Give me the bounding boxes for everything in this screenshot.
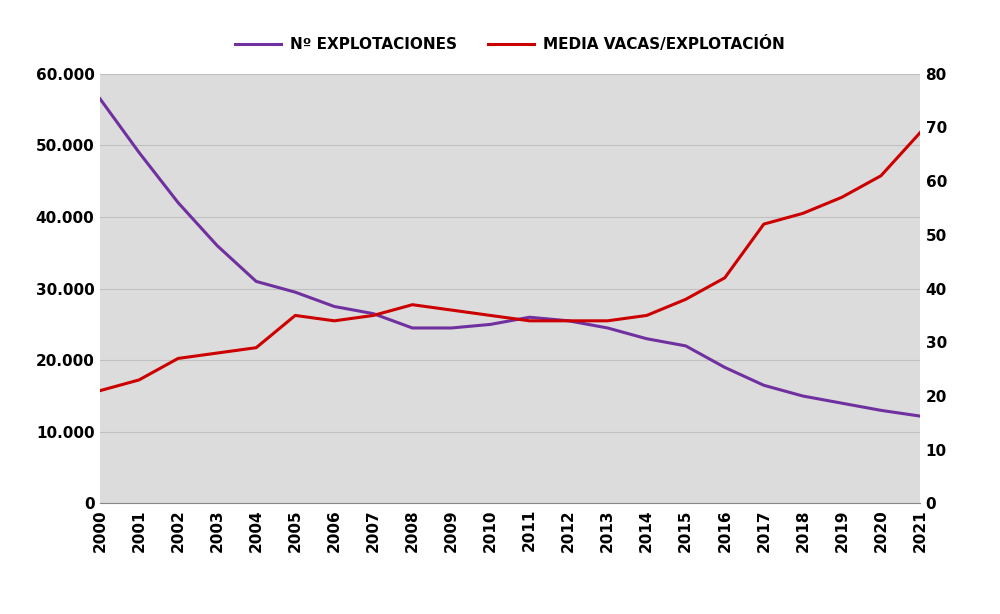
Nº EXPLOTACIONES (914, 413, 926, 420)
MEDIA VACAS/EXPLOTACIÓN (172, 355, 184, 362)
MEDIA VACAS/EXPLOTACIÓN (484, 312, 496, 319)
Nº EXPLOTACIONES (484, 321, 496, 328)
Nº EXPLOTACIONES (836, 400, 848, 407)
Nº EXPLOTACIONES (563, 317, 575, 324)
Nº EXPLOTACIONES (289, 289, 301, 296)
MEDIA VACAS/EXPLOTACIÓN (367, 312, 379, 319)
Line: MEDIA VACAS/EXPLOTACIÓN: MEDIA VACAS/EXPLOTACIÓN (100, 133, 920, 391)
MEDIA VACAS/EXPLOTACIÓN (328, 317, 340, 324)
MEDIA VACAS/EXPLOTACIÓN (680, 295, 692, 303)
Nº EXPLOTACIONES (641, 335, 653, 343)
MEDIA VACAS/EXPLOTACIÓN (406, 301, 418, 308)
MEDIA VACAS/EXPLOTACIÓN (758, 220, 770, 228)
MEDIA VACAS/EXPLOTACIÓN (719, 274, 731, 281)
Legend: Nº EXPLOTACIONES, MEDIA VACAS/EXPLOTACIÓN: Nº EXPLOTACIONES, MEDIA VACAS/EXPLOTACIÓ… (229, 29, 791, 58)
MEDIA VACAS/EXPLOTACIÓN (641, 312, 653, 319)
MEDIA VACAS/EXPLOTACIÓN (211, 349, 223, 357)
Nº EXPLOTACIONES (758, 381, 770, 389)
Nº EXPLOTACIONES (250, 278, 262, 285)
Nº EXPLOTACIONES (172, 199, 184, 206)
MEDIA VACAS/EXPLOTACIÓN (914, 129, 926, 136)
MEDIA VACAS/EXPLOTACIÓN (289, 312, 301, 319)
Nº EXPLOTACIONES (367, 310, 379, 317)
Nº EXPLOTACIONES (524, 314, 536, 321)
Nº EXPLOTACIONES (328, 303, 340, 310)
Nº EXPLOTACIONES (445, 324, 457, 332)
Nº EXPLOTACIONES (875, 406, 887, 414)
MEDIA VACAS/EXPLOTACIÓN (94, 387, 106, 394)
Nº EXPLOTACIONES (719, 363, 731, 371)
MEDIA VACAS/EXPLOTACIÓN (836, 193, 848, 201)
MEDIA VACAS/EXPLOTACIÓN (524, 317, 536, 324)
Nº EXPLOTACIONES (133, 149, 145, 156)
Nº EXPLOTACIONES (211, 242, 223, 249)
MEDIA VACAS/EXPLOTACIÓN (875, 172, 887, 179)
MEDIA VACAS/EXPLOTACIÓN (445, 306, 457, 314)
Nº EXPLOTACIONES (602, 324, 614, 332)
Nº EXPLOTACIONES (94, 95, 106, 103)
Nº EXPLOTACIONES (797, 392, 809, 400)
MEDIA VACAS/EXPLOTACIÓN (563, 317, 575, 324)
MEDIA VACAS/EXPLOTACIÓN (797, 209, 809, 217)
Nº EXPLOTACIONES (680, 342, 692, 349)
Line: Nº EXPLOTACIONES: Nº EXPLOTACIONES (100, 99, 920, 416)
MEDIA VACAS/EXPLOTACIÓN (133, 376, 145, 384)
MEDIA VACAS/EXPLOTACIÓN (602, 317, 614, 324)
MEDIA VACAS/EXPLOTACIÓN (250, 344, 262, 351)
Nº EXPLOTACIONES (406, 324, 418, 332)
